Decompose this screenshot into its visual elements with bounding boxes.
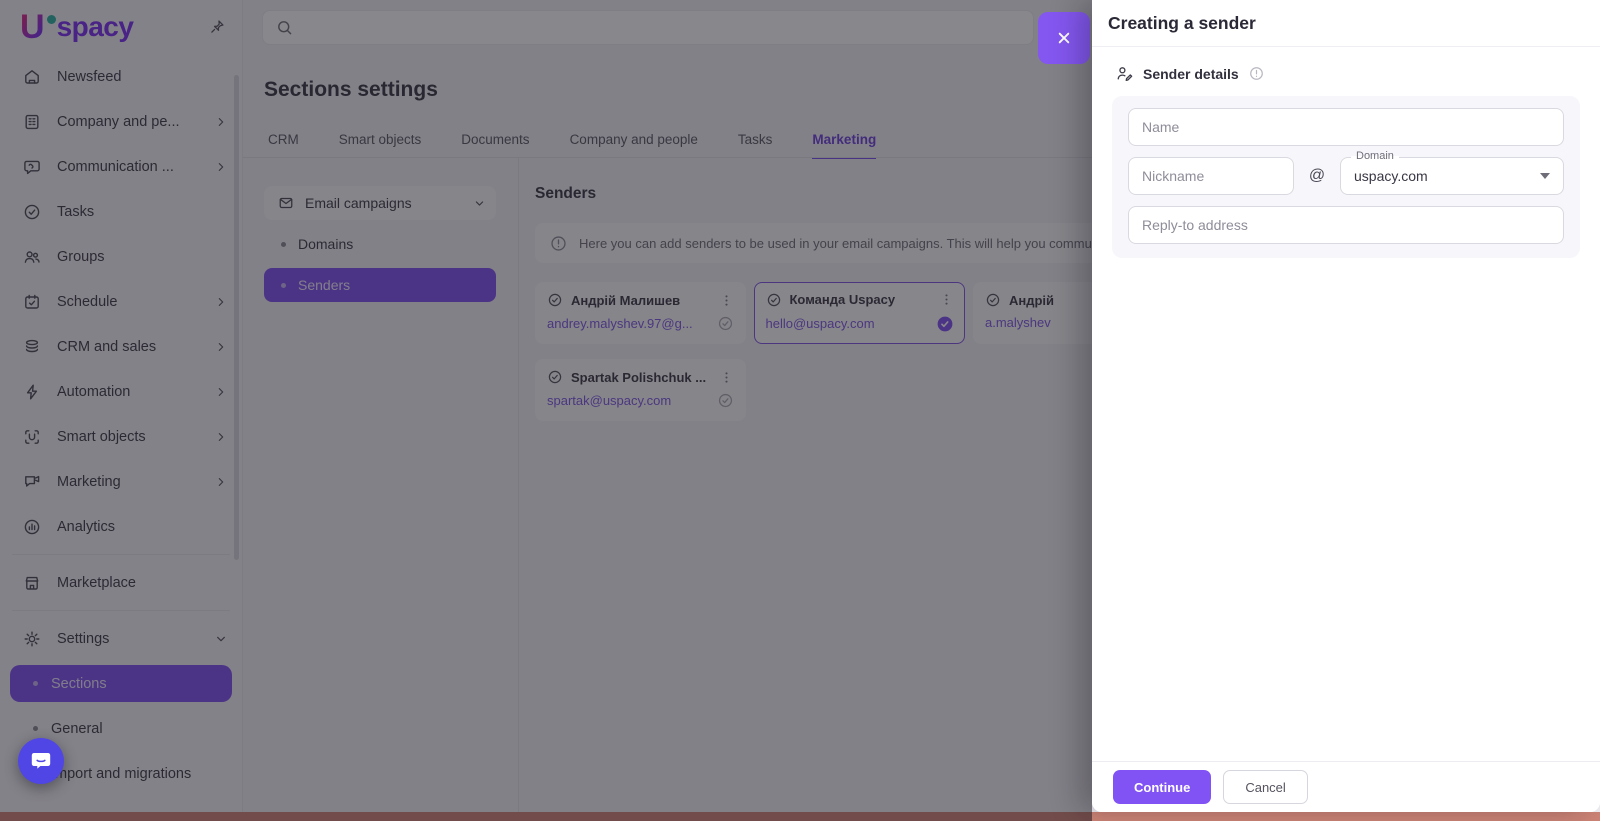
modal-overlay[interactable] (0, 0, 1092, 821)
user-edit-icon (1115, 64, 1134, 83)
dropdown-caret-icon (1540, 173, 1550, 179)
chat-launcher-button[interactable] (18, 738, 64, 784)
sender-form: @ Domain uspacy.com (1112, 96, 1580, 258)
sender-details-section: Sender details (1092, 47, 1600, 83)
creating-sender-drawer: Creating a sender Sender details @ Domai… (1092, 0, 1600, 812)
info-icon[interactable] (1248, 65, 1265, 82)
name-field[interactable] (1128, 108, 1564, 146)
close-drawer-button[interactable] (1038, 12, 1090, 64)
chat-bubble-icon (29, 749, 53, 773)
cancel-button[interactable]: Cancel (1223, 770, 1308, 804)
drawer-title: Creating a sender (1108, 12, 1256, 33)
drawer-header: Creating a sender (1092, 0, 1600, 47)
domain-select-label: Domain (1351, 150, 1399, 162)
drawer-footer: Continue Cancel (1092, 761, 1600, 812)
domain-select[interactable]: Domain uspacy.com (1340, 150, 1564, 195)
nickname-field[interactable] (1128, 157, 1294, 195)
sender-details-label: Sender details (1143, 65, 1239, 82)
domain-select-value: uspacy.com (1354, 168, 1428, 184)
at-symbol: @ (1308, 167, 1326, 184)
reply-to-field[interactable] (1128, 206, 1564, 244)
continue-button[interactable]: Continue (1113, 770, 1212, 804)
close-icon (1055, 29, 1073, 47)
